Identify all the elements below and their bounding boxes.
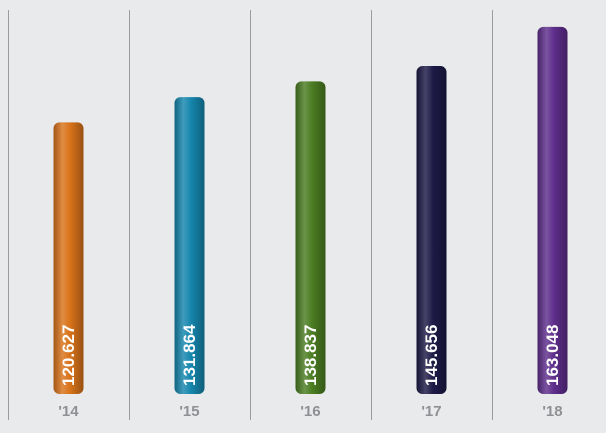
value-label-2: 138.837 bbox=[301, 325, 320, 386]
category-label-1: '15 bbox=[179, 403, 199, 420]
value-label-3: 145.656 bbox=[422, 325, 441, 386]
value-labels-group: 120.627 131.864 138.837 145.656 163.048 bbox=[59, 324, 562, 386]
value-label-0: 120.627 bbox=[59, 325, 78, 386]
category-label-4: '18 bbox=[542, 403, 562, 420]
category-label-3: '17 bbox=[421, 403, 441, 420]
category-label-0: '14 bbox=[58, 403, 79, 420]
category-labels-group: '14 '15 '16 '17 '18 bbox=[58, 403, 562, 420]
value-label-4: 163.048 bbox=[543, 325, 562, 386]
value-label-1: 131.864 bbox=[180, 324, 199, 386]
category-label-2: '16 bbox=[300, 403, 320, 420]
